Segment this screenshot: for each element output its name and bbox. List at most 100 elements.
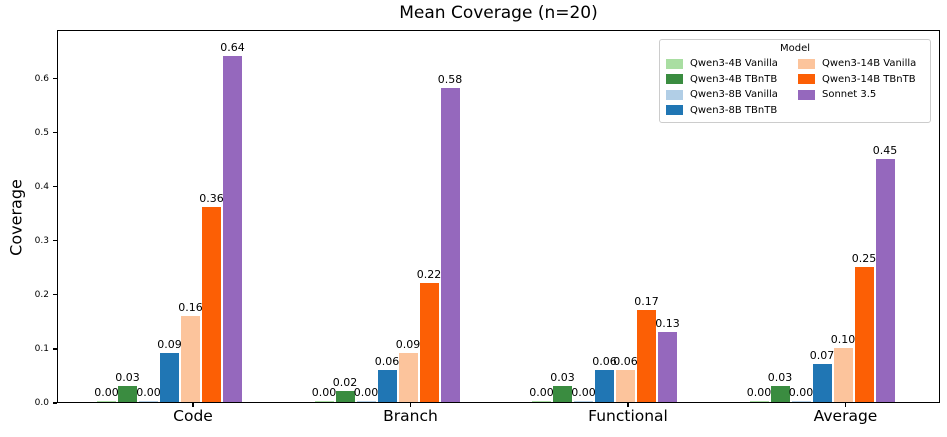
legend-item: Qwen3-4B TBnTB	[666, 72, 798, 88]
bar-value-label: 0.07	[809, 349, 835, 363]
legend-swatch-icon	[798, 58, 815, 69]
y-tick-mark	[52, 186, 57, 188]
bar-value-label: 0.03	[115, 370, 140, 384]
bar	[637, 310, 656, 402]
bar-value-label: 0.00	[353, 385, 379, 399]
legend-label: Qwen3-8B Vanilla	[690, 89, 778, 101]
bar	[223, 56, 242, 402]
bar-value-label: 0.25	[851, 251, 877, 265]
legend-swatch-icon	[798, 89, 815, 100]
legend-label: Qwen3-14B Vanilla	[822, 58, 917, 70]
bar-value-label: 0.17	[634, 295, 659, 309]
bar-value-label: 0.16	[178, 300, 203, 314]
legend-label: Qwen3-8B TBnTB	[690, 104, 778, 116]
legend-item: Qwen3-8B TBnTB	[666, 103, 798, 119]
bar-value-label: 0.00	[311, 385, 337, 399]
bar	[356, 400, 376, 402]
legend-swatch-icon	[666, 58, 683, 69]
bar	[314, 400, 334, 402]
bar	[770, 385, 790, 402]
legend-column-1: Qwen3-4B Vanilla Qwen3-4B TBnTB Qwen3-8B V…	[666, 56, 798, 118]
bar	[202, 207, 221, 402]
bar	[160, 353, 179, 402]
legend-label: Qwen3-14B TBnTB	[822, 73, 916, 85]
bar	[97, 400, 116, 402]
bar	[875, 158, 895, 402]
bar-value-label: 0.13	[655, 316, 680, 330]
bar	[574, 400, 593, 402]
y-tick-mark	[52, 132, 57, 134]
bar	[118, 385, 137, 402]
x-tick-mark	[192, 403, 194, 407]
bar	[440, 88, 460, 402]
y-tick-mark	[52, 78, 57, 80]
y-tick-label: 0.5	[34, 127, 49, 138]
bar-value-label: 0.06	[613, 354, 638, 368]
bar	[854, 266, 874, 402]
bar-value-label: 0.64	[220, 41, 245, 55]
legend-item: Sonnet 3.5	[798, 87, 916, 103]
y-tick-label: 0.6	[34, 73, 49, 84]
bar-value-label: 0.09	[157, 338, 182, 352]
bar-value-label: 0.02	[332, 376, 358, 390]
bar-value-label: 0.03	[767, 370, 793, 384]
y-tick-mark	[52, 402, 57, 404]
bar-value-label: 0.00	[94, 385, 119, 399]
y-tick-mark	[52, 240, 57, 242]
chart-title: Mean Coverage (n=20)	[399, 3, 598, 23]
y-axis-label: Coverage	[6, 179, 26, 256]
bar	[833, 347, 853, 402]
legend-label: Sonnet 3.5	[822, 89, 877, 101]
bar	[532, 400, 551, 402]
x-tick-mark	[844, 403, 847, 407]
x-category-label: Branch	[383, 407, 438, 425]
bar	[335, 391, 355, 402]
legend-label: Qwen3-4B TBnTB	[690, 73, 778, 85]
legend-swatch-icon	[666, 105, 683, 116]
bar-value-label: 0.06	[374, 354, 400, 368]
legend-columns: Qwen3-4B Vanilla Qwen3-4B TBnTB Qwen3-8B V…	[666, 56, 924, 118]
bar-value-label: 0.00	[529, 385, 554, 399]
y-tick-label: 0.2	[34, 289, 49, 300]
bar	[749, 400, 769, 402]
y-tick-label: 0.0	[34, 398, 49, 408]
bar	[812, 364, 832, 402]
bar	[139, 400, 158, 402]
legend-item: Qwen3-14B TBnTB	[798, 72, 916, 88]
bar	[595, 369, 614, 402]
legend-title: Model	[779, 43, 811, 54]
bar	[419, 283, 439, 402]
legend-swatch-icon	[666, 74, 683, 85]
legend-item: Qwen3-8B Vanilla	[666, 87, 798, 103]
bar	[791, 400, 811, 402]
legend-item: Qwen3-14B Vanilla	[798, 56, 916, 72]
bars-layer: 0.00 0.03 0.00 0.09 0.16 0.36 0.64 0.00 0.02 0.00…	[58, 31, 939, 402]
x-tick-mark	[627, 403, 629, 407]
bar-value-label: 0.22	[416, 268, 442, 282]
bar-value-label: 0.58	[437, 73, 463, 87]
bar-value-label: 0.45	[872, 143, 898, 157]
legend-item: Qwen3-4B Vanilla	[666, 56, 798, 72]
bar-value-label: 0.10	[830, 332, 856, 346]
x-category-label: Average	[813, 407, 878, 425]
x-tick-mark	[409, 403, 412, 407]
y-tick-label: 0.3	[34, 235, 49, 246]
bar-value-label: 0.06	[592, 354, 617, 368]
bar-value-label: 0.09	[395, 338, 421, 352]
plot-area: 0.00 0.03 0.00 0.09 0.16 0.36 0.64 0.00 0.02 0.00…	[57, 30, 940, 403]
x-category-label: Code	[173, 407, 213, 425]
legend-swatch-icon	[666, 89, 683, 100]
bar-value-label: 0.00	[571, 385, 596, 399]
bar	[553, 385, 572, 402]
bar-value-label: 0.00	[746, 385, 772, 399]
y-tick-mark	[52, 294, 57, 296]
bar-value-label: 0.36	[199, 192, 224, 206]
legend-column-2: Qwen3-14B Vanilla Qwen3-14B TBnTB Sonnet 3…	[798, 56, 916, 118]
legend-swatch-icon	[798, 74, 815, 85]
bar	[616, 369, 635, 402]
bar	[377, 369, 397, 402]
x-category-label: Functional	[588, 407, 668, 425]
y-tick-label: 0.1	[34, 343, 49, 354]
legend: Model Qwen3-4B Vanilla Qwen3-4B TBnTB Qwen…	[659, 39, 931, 123]
y-tick-mark	[52, 348, 57, 350]
